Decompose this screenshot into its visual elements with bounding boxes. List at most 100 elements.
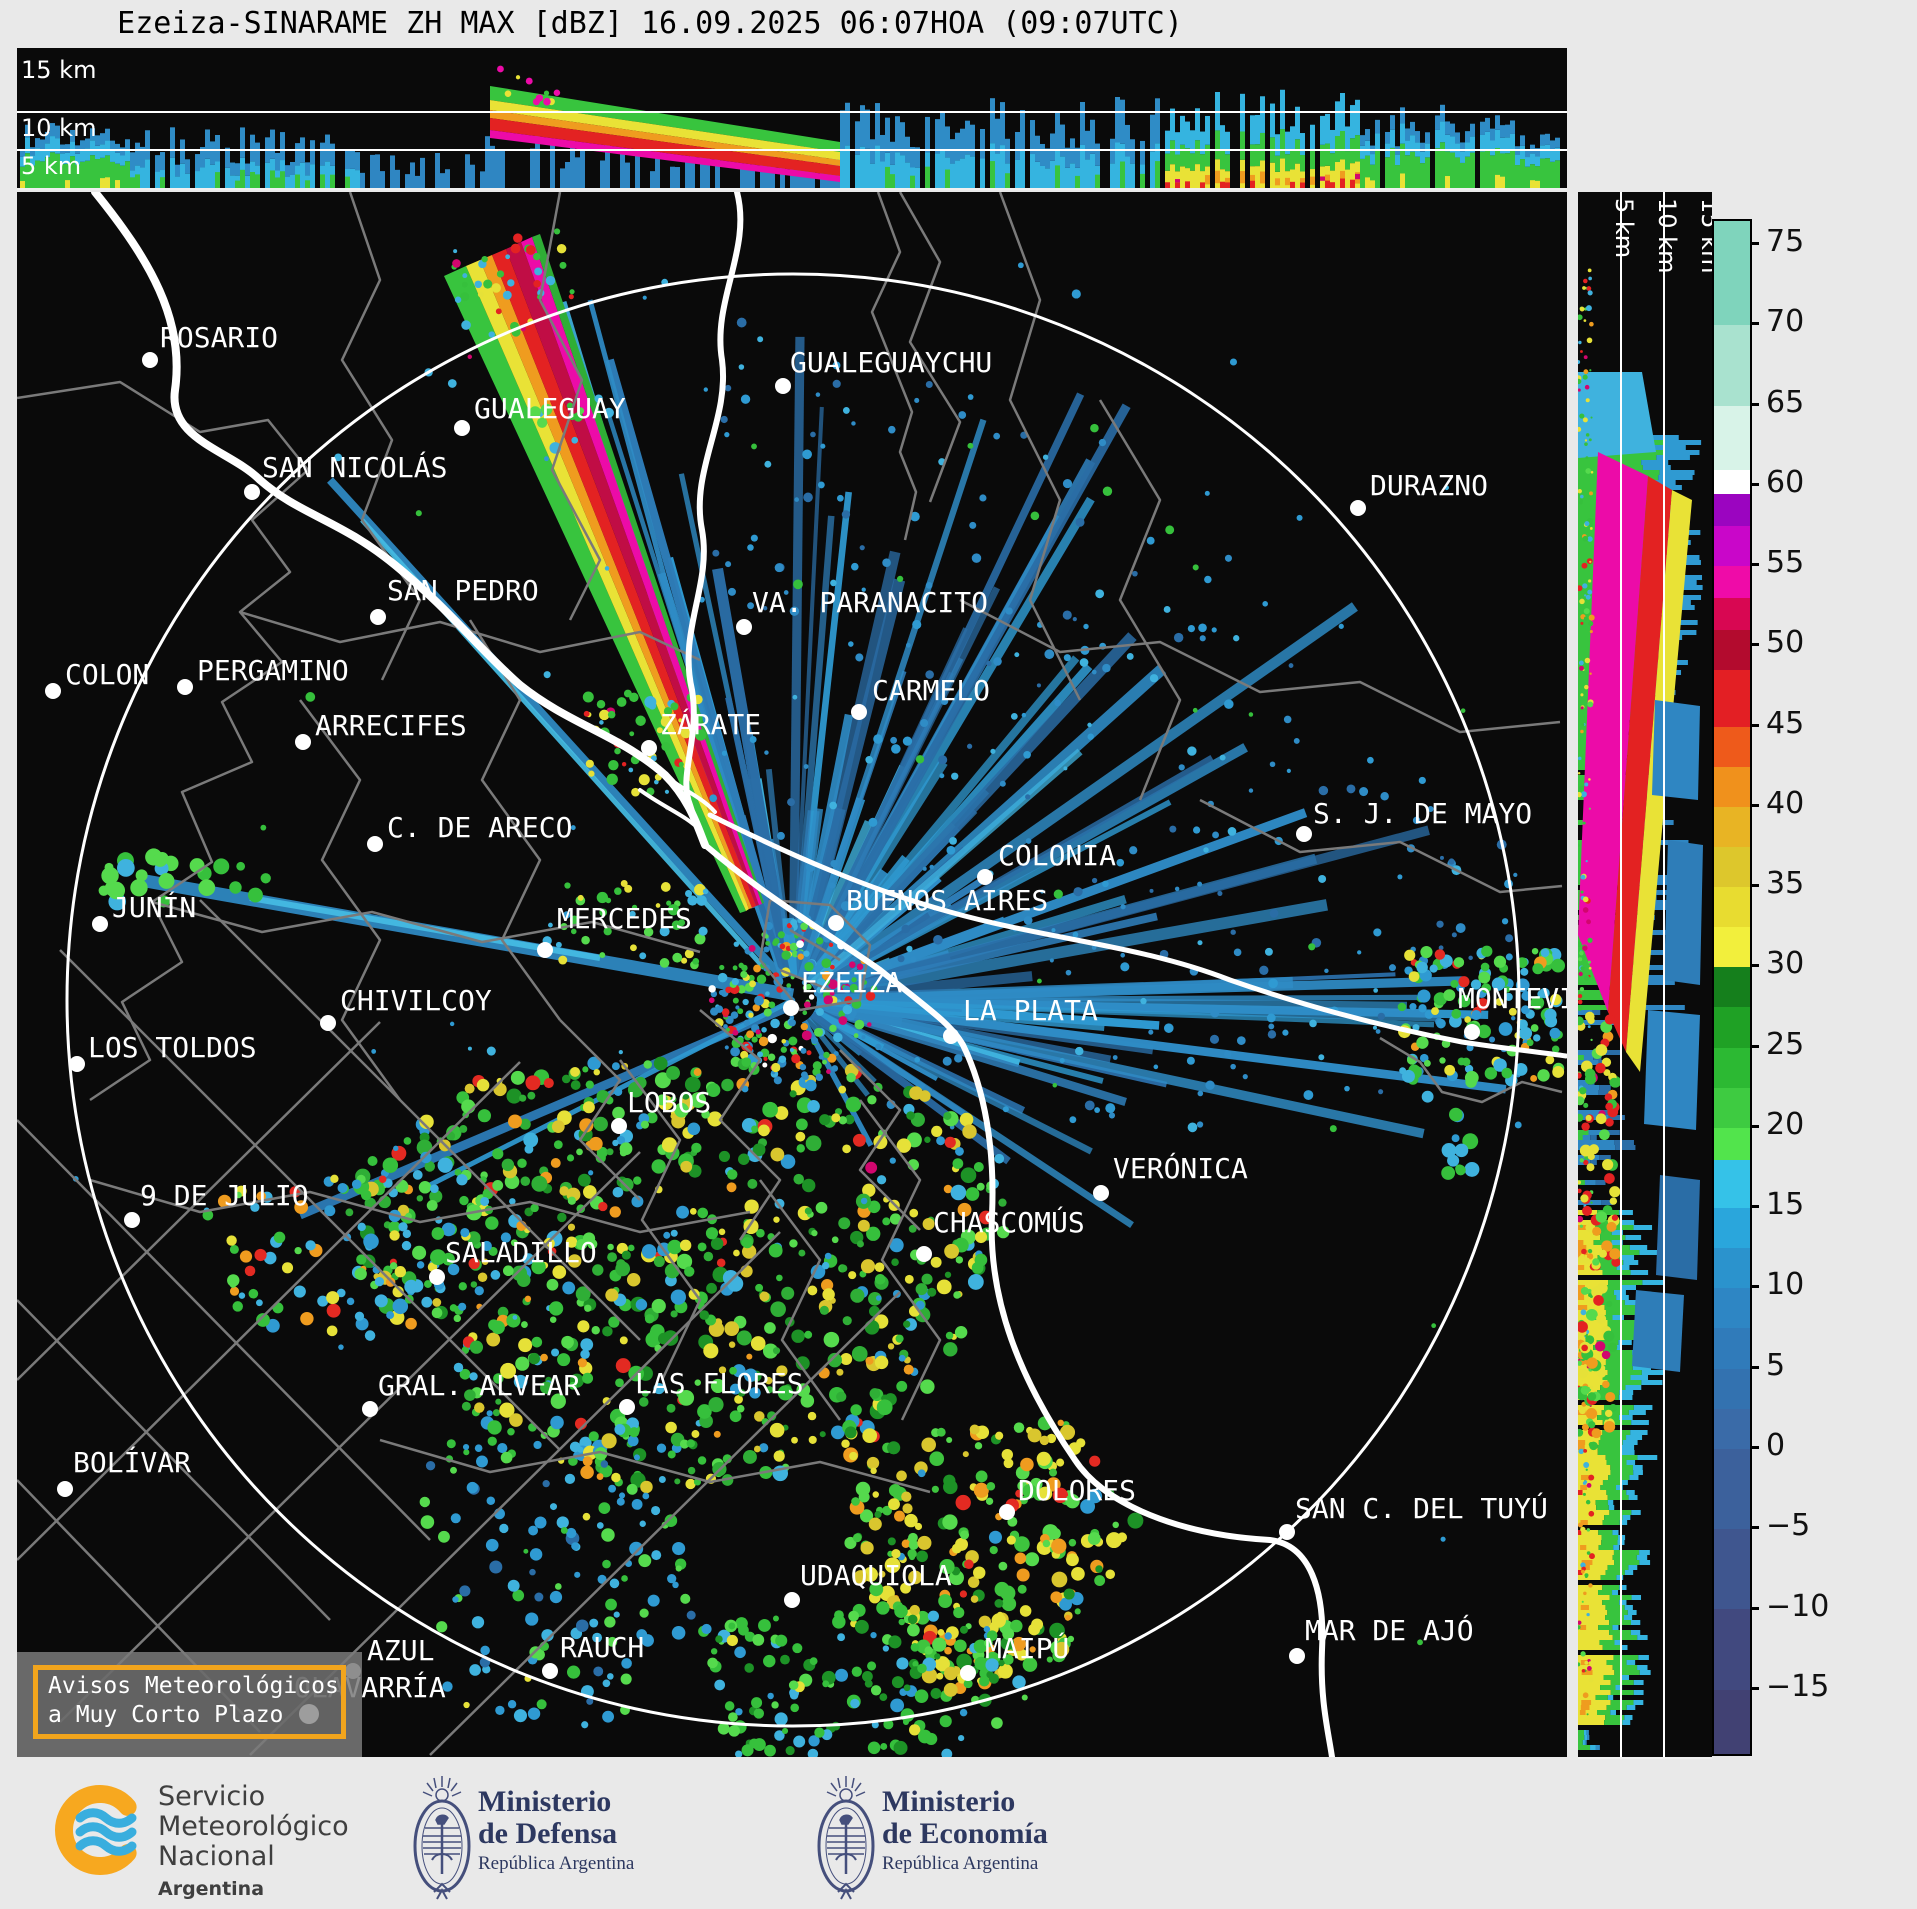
warning-badge[interactable]: Avisos Meteorológicos a Muy Corto Plazo — [33, 1665, 346, 1739]
colorbar-tick-label: 35 — [1766, 866, 1805, 902]
city-label: S. J. DE MAYO — [1313, 797, 1532, 830]
city-dot — [69, 1056, 85, 1072]
dbz-colorbar — [1712, 219, 1752, 1756]
colorbar-tick — [1750, 643, 1759, 647]
city-dot — [851, 704, 867, 720]
colorbar-tick-label: 55 — [1766, 545, 1805, 581]
colorbar-tick — [1750, 1285, 1759, 1289]
colorbar-tick-label: 40 — [1766, 785, 1805, 821]
colorbar-tick-label: 45 — [1766, 705, 1805, 741]
defensa-coat-of-arms — [413, 1776, 471, 1900]
city-dot — [943, 1028, 959, 1044]
city-label: COLONIA — [998, 839, 1116, 872]
warning-overlay: Avisos Meteorológicos a Muy Corto Plazo — [17, 1652, 362, 1757]
city-dot — [537, 942, 553, 958]
warning-line-2: a Muy Corto Plazo — [48, 1702, 284, 1728]
colorbar-tick-label: 25 — [1766, 1026, 1805, 1062]
city-label: UDAQUIOLA — [800, 1559, 952, 1592]
colorbar-tick — [1750, 482, 1759, 486]
colorbar-tick-label: 75 — [1766, 224, 1805, 260]
city-dot — [828, 915, 844, 931]
colorbar-tick — [1750, 322, 1759, 326]
colorbar-tick-label: 10 — [1766, 1267, 1805, 1303]
city-label: BUENOS AIRES — [846, 884, 1048, 917]
city-dot — [124, 1212, 140, 1228]
city-dot — [142, 352, 158, 368]
city-label: VERÓNICA — [1113, 1151, 1248, 1185]
top-cross-section-panel: 15 km 10 km 5 km — [17, 48, 1567, 190]
city-label: LOS TOLDOS — [88, 1031, 257, 1064]
colorbar-tick-label: 50 — [1766, 625, 1805, 661]
top-echo-layer — [20, 89, 1560, 188]
smn-logo-ring — [55, 1785, 137, 1875]
city-label: SAN NICOLÁS — [262, 450, 447, 484]
right-cross-section-canvas: 5 km 10 km 15 km — [1578, 192, 1712, 1757]
colorbar-tick — [1750, 1205, 1759, 1209]
colorbar-segment — [1714, 1159, 1750, 1209]
colorbar-tick — [1750, 964, 1759, 968]
range-ring — [65, 272, 1521, 1728]
city-dot — [1289, 1648, 1305, 1664]
city-dot — [367, 836, 383, 852]
city-label: ARRECIFES — [315, 709, 467, 742]
city-label: ROSARIO — [160, 321, 278, 354]
city-dot — [619, 1399, 635, 1415]
city-dot — [775, 378, 791, 394]
city-dot — [1093, 1185, 1109, 1201]
colorbar-segment — [1714, 1007, 1750, 1048]
colorbar-segment — [1714, 566, 1750, 599]
city-dot — [320, 1015, 336, 1031]
colorbar-segment — [1714, 1047, 1750, 1088]
smn-logo — [55, 1785, 137, 1875]
city-label: CHIVILCOY — [340, 984, 492, 1017]
city-dot — [783, 1000, 799, 1016]
city-dot — [542, 1663, 558, 1679]
colorbar-segment — [1714, 525, 1750, 567]
axis-label-15km: 15 km — [21, 56, 96, 84]
city-dot — [362, 1401, 378, 1417]
city-label: GRAL. ALVEAR — [378, 1369, 580, 1402]
city-label: MONTEVIDEO — [1458, 982, 1567, 1015]
colorbar-segment — [1714, 493, 1750, 526]
city-label: EZEIZA — [801, 966, 902, 999]
city-dot — [977, 869, 993, 885]
city-dot — [92, 916, 108, 932]
right-cross-section-panel: 5 km 10 km 15 km — [1578, 192, 1712, 1759]
colorbar-tick — [1750, 1365, 1759, 1369]
colorbar-tick-label: 5 — [1766, 1347, 1786, 1383]
colorbar-segment — [1714, 1248, 1750, 1289]
right-beam-layer — [1578, 268, 1703, 1716]
colorbar-segment — [1714, 405, 1750, 470]
city-label: BOLÍVAR — [73, 1445, 191, 1479]
city-dot — [244, 484, 260, 500]
colorbar-segment — [1714, 1448, 1750, 1530]
city-dot — [45, 683, 61, 699]
top-beam-layer — [490, 65, 840, 182]
city-label: JUNÍN — [112, 890, 196, 924]
city-label: MAR DE AJÓ — [1305, 1613, 1474, 1647]
colorbar-tick — [1750, 803, 1759, 807]
economia-line-1: Ministerio — [882, 1785, 1016, 1818]
city-dot — [370, 609, 386, 625]
city-dot — [57, 1481, 73, 1497]
colorbar-tick-label: −10 — [1766, 1588, 1830, 1624]
defensa-wordmark: Ministerio de Defensa República Argentin… — [478, 1786, 634, 1875]
colorbar-tick — [1750, 723, 1759, 727]
colorbar-tick-label: 70 — [1766, 304, 1805, 340]
city-label: RAUCH — [560, 1631, 644, 1664]
colorbar-segment — [1714, 887, 1750, 928]
colorbar-segment — [1714, 1529, 1750, 1610]
colorbar-tick-label: −5 — [1766, 1508, 1811, 1544]
colorbar-tick — [1750, 884, 1759, 888]
colorbar-segment — [1714, 221, 1750, 326]
city-layer: ROSARIO GUALEGUAYCHU GUALEGUAY SAN NICOLÁS D… — [45, 321, 1567, 1704]
colorbar-segment — [1714, 927, 1750, 968]
colorbar-segment — [1714, 670, 1750, 727]
city-label: C. DE ARECO — [387, 811, 572, 844]
colorbar-tick-label: 60 — [1766, 464, 1805, 500]
colorbar-tick-label: 20 — [1766, 1106, 1805, 1142]
colorbar-segment — [1714, 766, 1750, 807]
city-dot — [1350, 500, 1366, 516]
colorbar-segment — [1714, 1609, 1750, 1690]
city-dot — [999, 1504, 1015, 1520]
